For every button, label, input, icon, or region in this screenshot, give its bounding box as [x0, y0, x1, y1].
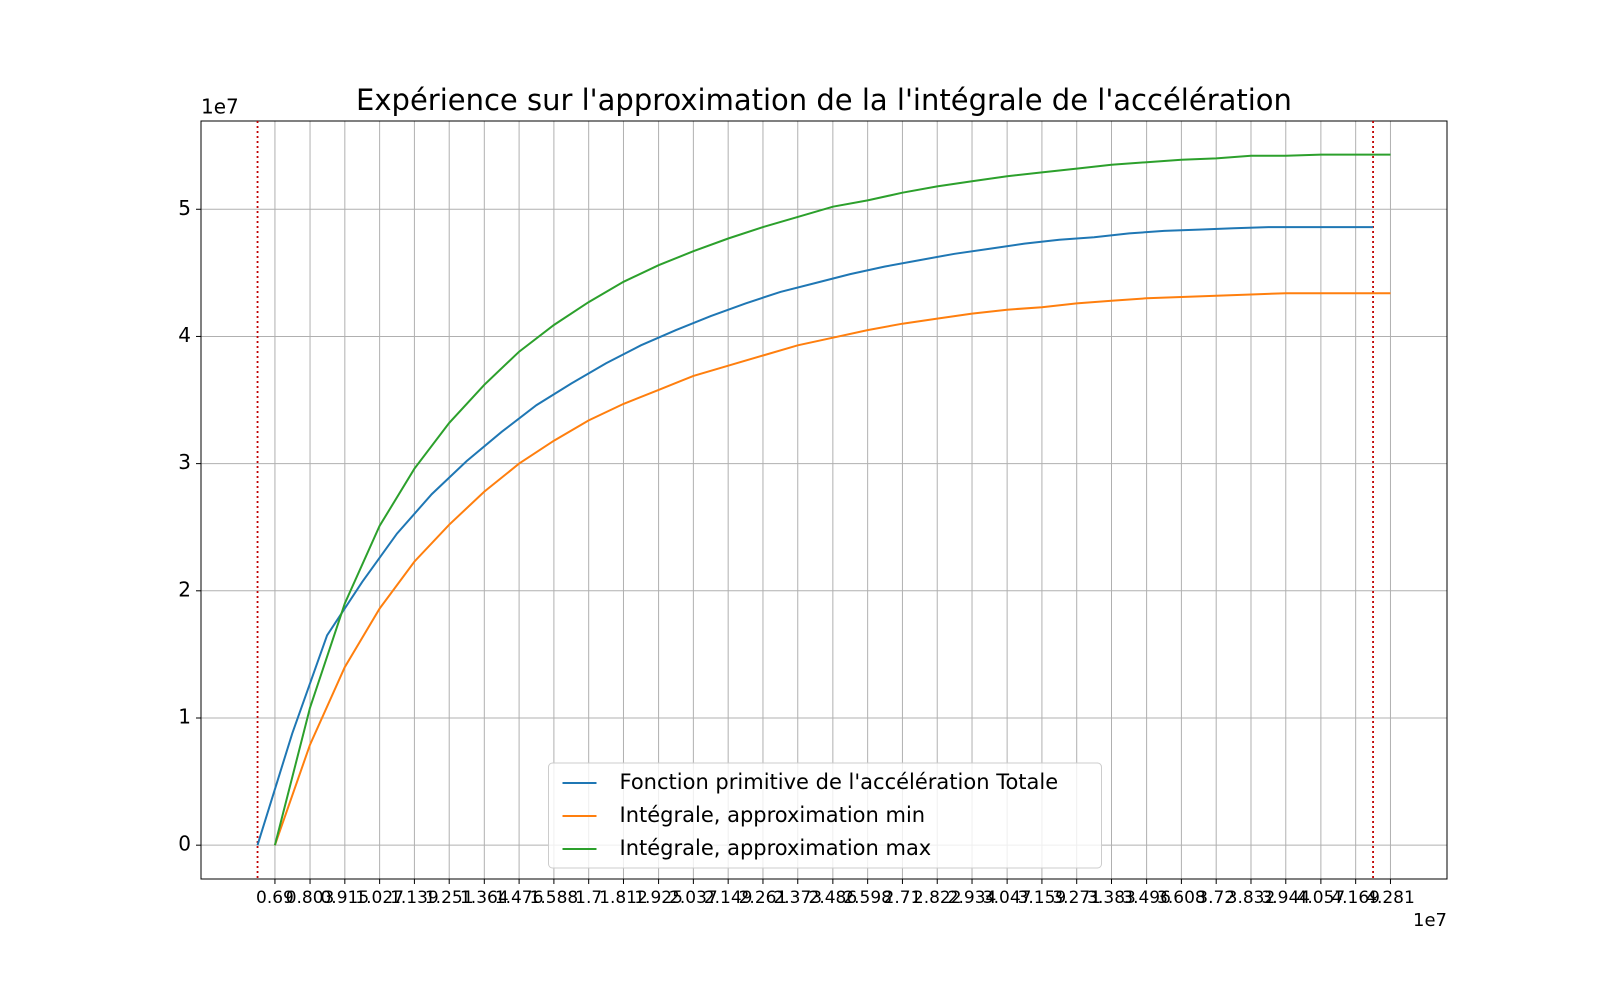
x-tick-label: 2.037: [669, 888, 718, 908]
x-tick-label: 1.7: [575, 888, 602, 908]
x-tick-label: 0.69: [256, 888, 294, 908]
x-tick-label: 1.027: [355, 888, 404, 908]
x-tick-label: 1.364: [460, 888, 509, 908]
x-tick-label: 2.71: [884, 888, 922, 908]
y-tick-label: 1: [178, 704, 191, 728]
x-tick-label: 1.925: [634, 888, 683, 908]
x-tick-label: 4.057: [1297, 888, 1346, 908]
x-tick-label: 1.588: [530, 888, 579, 908]
x-tick-label: 1.251: [425, 888, 474, 908]
y-tick-label: 3: [178, 450, 191, 474]
legend-label: Intégrale, approximation max: [620, 836, 932, 860]
x-tick-label: 3.496: [1122, 888, 1171, 908]
y-tick-label: 0: [178, 832, 191, 856]
line-series: [256, 226, 1374, 846]
x-tick-label: 0.915: [320, 888, 369, 908]
x-tick-label: 1.812: [599, 888, 648, 908]
x-tick-label: 2.373: [773, 888, 822, 908]
x-tick-label: 1.139: [390, 888, 439, 908]
x-tick-label: 3.159: [1018, 888, 1067, 908]
x-tick-label: 3.383: [1087, 888, 1136, 908]
x-tick-label: 1.476: [495, 888, 544, 908]
y-offset-label: 1e7: [201, 95, 239, 119]
x-tick-label: 4.281: [1366, 888, 1415, 908]
x-tick-label: 3.72: [1197, 888, 1235, 908]
x-tick-label: 2.598: [843, 888, 892, 908]
x-tick-label: 4.169: [1331, 888, 1380, 908]
legend-label: Intégrale, approximation min: [620, 803, 926, 827]
x-tick-label: 2.822: [913, 888, 962, 908]
y-tick-label: 5: [178, 196, 191, 220]
x-tick-label: 3.944: [1261, 888, 1310, 908]
x-tick-label: 2.149: [704, 888, 753, 908]
x-tick-label: 2.261: [739, 888, 788, 908]
x-tick-label: 3.047: [983, 888, 1032, 908]
x-tick-label: 3.608: [1157, 888, 1206, 908]
plot-frame: [200, 120, 1448, 880]
x-tick-label: 2.934: [948, 888, 997, 908]
x-tick-label: 3.832: [1227, 888, 1276, 908]
y-tick-label: 2: [178, 577, 191, 601]
chart-title: Expérience sur l'approximation de la l'i…: [356, 83, 1292, 117]
y-tick-label: 4: [178, 323, 191, 347]
legend-frame: [548, 762, 1102, 869]
legend-label: Fonction primitive de l'accélération Tot…: [620, 770, 1059, 794]
x-tick-label: 2.486: [809, 888, 858, 908]
line-series: [273, 153, 1391, 846]
legend: Fonction primitive de l'accélération Tot…: [548, 762, 1102, 869]
x-offset-label: 1e7: [1413, 910, 1447, 931]
x-tick-label: 3.271: [1052, 888, 1101, 908]
line-series: [273, 292, 1391, 846]
x-tick-label: 0.803: [286, 888, 335, 908]
